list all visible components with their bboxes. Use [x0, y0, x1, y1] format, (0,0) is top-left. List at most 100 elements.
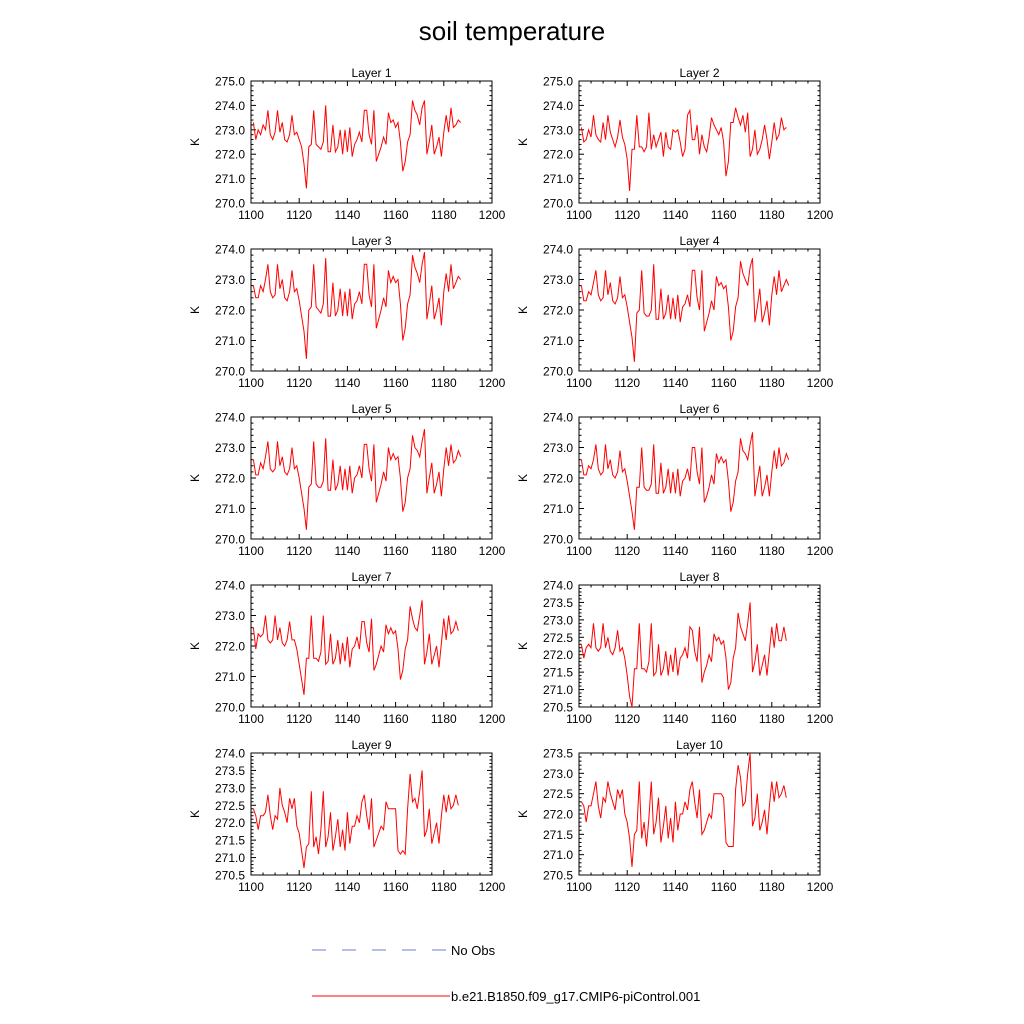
y-axis-label: K [188, 642, 202, 650]
x-tick-label: 1160 [711, 376, 737, 390]
panel-title: Layer 8 [679, 570, 719, 584]
legend: No Obs b.e21.B1850.f09_g17.CMIP6-piContr… [312, 943, 700, 1004]
x-tick-label: 1100 [566, 712, 592, 726]
y-tick-label: 274.0 [543, 99, 573, 113]
x-tick-label: 1140 [662, 208, 688, 222]
panel-title: Layer 10 [676, 738, 723, 752]
x-tick-label: 1180 [431, 712, 457, 726]
x-tick-label: 1160 [383, 712, 409, 726]
x-tick-label: 1120 [286, 880, 312, 894]
plot-frame [250, 248, 493, 372]
y-tick-label: 272.0 [215, 640, 245, 654]
x-tick-label: 1160 [711, 880, 737, 894]
series-line [580, 258, 790, 362]
y-tick-label: 272.5 [215, 799, 245, 813]
series-line [252, 600, 459, 695]
y-tick-label: 270.0 [543, 533, 573, 547]
y-axis-label: K [516, 642, 530, 650]
series-line [252, 252, 462, 359]
y-tick-label: 274.0 [215, 411, 245, 425]
panel-title: Layer 5 [351, 402, 391, 416]
x-tick-label: 1200 [807, 712, 834, 726]
x-tick-label: 1140 [334, 376, 360, 390]
panel-title: Layer 9 [351, 738, 391, 752]
y-tick-label: 270.5 [543, 869, 573, 883]
y-tick-label: 271.0 [215, 851, 245, 865]
y-tick-label: 271.0 [543, 334, 573, 348]
x-tick-label: 1160 [711, 208, 737, 222]
x-tick-label: 1180 [759, 712, 785, 726]
plot-frame [250, 584, 493, 708]
y-tick-label: 271.5 [543, 666, 573, 680]
x-tick-label: 1160 [383, 376, 409, 390]
y-tick-label: 271.5 [215, 834, 245, 848]
x-tick-label: 1200 [807, 208, 834, 222]
y-tick-label: 273.0 [543, 441, 573, 455]
x-tick-label: 1160 [711, 712, 737, 726]
x-tick-label: 1200 [479, 376, 506, 390]
y-tick-label: 270.5 [543, 701, 573, 715]
x-tick-label: 1100 [238, 376, 264, 390]
y-tick-label: 273.5 [543, 747, 573, 761]
y-tick-label: 272.5 [543, 787, 573, 801]
y-tick-label: 275.0 [215, 75, 245, 89]
figure-title: soil temperature [419, 16, 605, 46]
y-tick-label: 272.0 [543, 472, 573, 486]
x-tick-label: 1180 [759, 880, 785, 894]
y-tick-label: 273.5 [543, 596, 573, 610]
chart-panel-6: Layer 6 K 270.0 271.0 272.0 273.0 274.0 1100 112… [516, 402, 834, 558]
x-tick-label: 1120 [614, 880, 640, 894]
x-tick-label: 1100 [566, 880, 592, 894]
series-line [252, 100, 462, 189]
x-tick-label: 1100 [238, 880, 264, 894]
y-tick-label: 273.0 [215, 609, 245, 623]
x-tick-label: 1200 [807, 544, 834, 558]
chart-panel-2: Layer 2 K 270.0 271.0 272.0 273.0 274.0 275.0 11… [516, 66, 834, 222]
x-tick-label: 1120 [286, 712, 312, 726]
x-tick-label: 1160 [383, 208, 409, 222]
y-axis-label: K [188, 306, 202, 314]
y-tick-label: 274.0 [543, 411, 573, 425]
x-tick-label: 1120 [614, 712, 640, 726]
series-line [580, 752, 787, 867]
x-tick-label: 1200 [479, 208, 506, 222]
y-tick-label: 274.0 [215, 243, 245, 257]
series-line [252, 770, 459, 869]
y-tick-label: 272.0 [215, 304, 245, 318]
x-tick-label: 1180 [431, 208, 457, 222]
chart-panel-8: Layer 8 K 270.5 271.0 271.5 272.0 272.5 273.0 27… [516, 570, 834, 726]
panel-title: Layer 4 [679, 234, 719, 248]
y-axis-label: K [188, 474, 202, 482]
y-tick-label: 271.0 [215, 334, 245, 348]
y-tick-label: 274.0 [215, 747, 245, 761]
x-tick-label: 1100 [238, 208, 264, 222]
x-tick-label: 1160 [383, 880, 409, 894]
y-tick-label: 272.0 [543, 808, 573, 822]
y-tick-label: 272.0 [215, 816, 245, 830]
y-tick-label: 275.0 [543, 75, 573, 89]
x-tick-label: 1120 [286, 544, 312, 558]
x-tick-label: 1200 [479, 544, 506, 558]
x-tick-label: 1200 [479, 712, 506, 726]
panel-title: Layer 7 [351, 570, 391, 584]
x-tick-label: 1180 [431, 376, 457, 390]
y-tick-label: 272.0 [543, 304, 573, 318]
x-tick-label: 1140 [334, 880, 360, 894]
y-tick-label: 273.0 [215, 441, 245, 455]
x-tick-label: 1100 [238, 712, 264, 726]
x-tick-label: 1140 [334, 712, 360, 726]
y-tick-label: 271.0 [215, 670, 245, 684]
x-tick-label: 1180 [759, 208, 785, 222]
y-tick-label: 271.0 [215, 172, 245, 186]
x-tick-label: 1100 [566, 376, 592, 390]
y-tick-label: 273.5 [215, 764, 245, 778]
y-tick-label: 271.0 [215, 502, 245, 516]
series-line [580, 602, 787, 708]
legend-model-label: b.e21.B1850.f09_g17.CMIP6-piControl.001 [451, 989, 700, 1004]
legend-obs-label: No Obs [451, 943, 496, 958]
y-tick-label: 272.5 [543, 631, 573, 645]
y-tick-label: 273.0 [215, 273, 245, 287]
series-line [580, 432, 790, 530]
y-tick-label: 270.0 [215, 701, 245, 715]
